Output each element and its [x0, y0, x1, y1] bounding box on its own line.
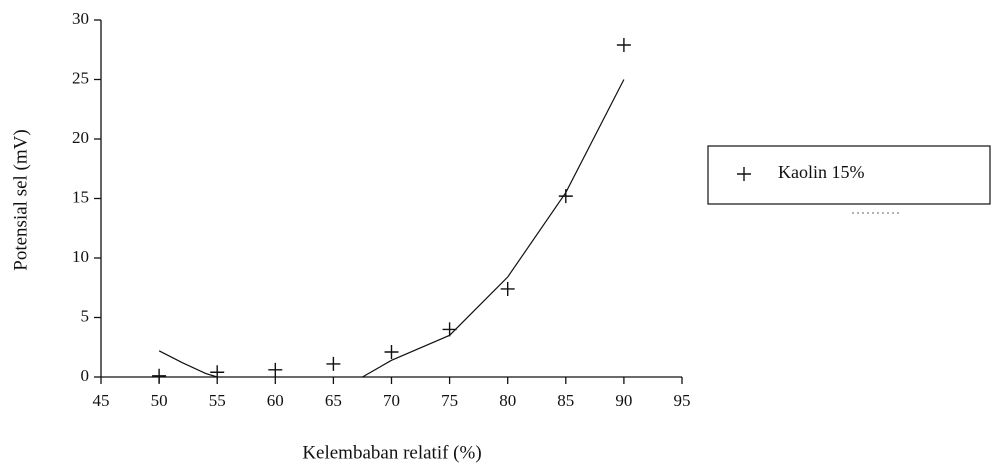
- point: [384, 345, 399, 360]
- point: [210, 365, 225, 380]
- x-tick-label: 90: [615, 391, 632, 410]
- point: [616, 37, 631, 52]
- legend-label: Kaolin 15%: [778, 162, 864, 182]
- x-axis-label: Kelembaban relatif (%): [302, 442, 481, 463]
- x-tick-label: 85: [557, 391, 574, 410]
- y-tick-label: 15: [72, 187, 89, 206]
- point: [152, 368, 167, 383]
- point: [268, 362, 283, 377]
- x-tick-label: 60: [267, 391, 284, 410]
- point: [500, 281, 515, 296]
- y-tick-label: 10: [72, 247, 89, 266]
- x-tick-label: 50: [151, 391, 168, 410]
- legend-box: [707, 145, 991, 205]
- x-tick-label: 80: [499, 391, 516, 410]
- y-tick-label: 25: [72, 68, 89, 87]
- legend-marker: [737, 167, 751, 181]
- y-axis-label: Potensial sel (mV): [10, 129, 31, 270]
- y-tick-label: 30: [72, 9, 89, 28]
- x-tick-label: 55: [209, 391, 226, 410]
- y-tick-label: 5: [81, 306, 90, 325]
- y-tick-label: 20: [72, 128, 89, 147]
- y-tick-label: 0: [81, 366, 90, 385]
- x-tick-label: 95: [674, 391, 691, 410]
- point: [558, 189, 573, 204]
- trendline: [158, 79, 625, 378]
- x-tick-label: 65: [325, 391, 342, 410]
- point: [442, 322, 457, 337]
- point: [326, 356, 341, 371]
- x-tick-label: 75: [441, 391, 458, 410]
- x-tick-label: 45: [93, 391, 110, 410]
- x-tick-label: 70: [383, 391, 400, 410]
